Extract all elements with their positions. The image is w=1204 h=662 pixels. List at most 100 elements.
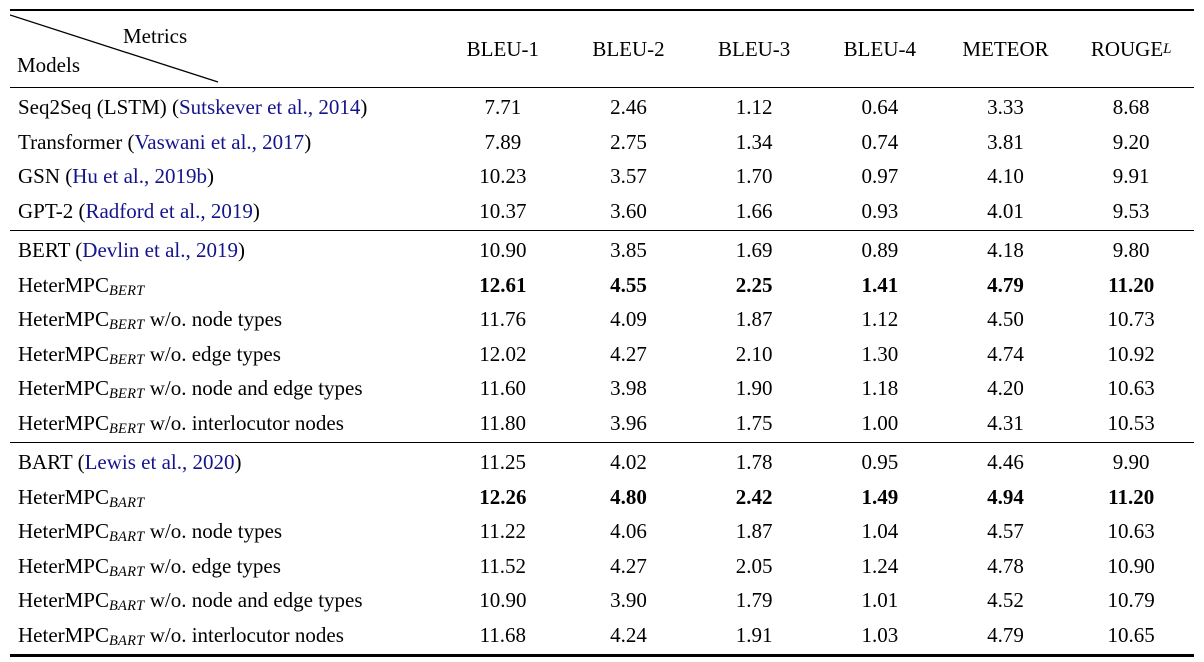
- model-subscript: BERT: [109, 386, 145, 402]
- model-name-text: HeterMPC: [18, 588, 109, 612]
- model-label: HeterMPCBERT: [10, 268, 440, 303]
- metric-value: 10.90: [479, 238, 527, 262]
- metric-value: 0.93: [861, 198, 899, 223]
- metric-value: 11.76: [479, 307, 527, 331]
- metric-value: 10.73: [1107, 307, 1155, 331]
- model-group-2: BERT (Devlin et al., 2019) 10.90 3.85 1.69 0…: [10, 230, 1194, 442]
- metric-value: 0.95: [861, 450, 899, 474]
- metric-value: 12.02: [479, 341, 527, 366]
- model-name-text: w/o. node types: [144, 519, 283, 543]
- model-name-text: HeterMPC: [18, 622, 109, 647]
- table-row: HeterMPCBERT w/o. edge types 12.02 4.27 2.1…: [10, 337, 1194, 372]
- metric-value: 1.87: [735, 307, 773, 331]
- citation-link[interactable]: Devlin et al., 2019: [82, 238, 238, 262]
- table-row: Transformer (Vaswani et al., 2017) 7.89 2.…: [10, 125, 1194, 160]
- citation-link[interactable]: Sutskever et al., 2014: [179, 95, 361, 119]
- citation-link[interactable]: Lewis et al., 2020: [84, 450, 235, 474]
- model-name-text: ): [304, 129, 312, 154]
- metric-value: 11.20: [1108, 272, 1155, 297]
- table-row: HeterMPCBART 12.26 4.80 2.42 1.49 4.94 11.20: [10, 480, 1194, 515]
- citation-link[interactable]: Radford et al., 2019: [85, 198, 253, 223]
- model-name-text: HeterMPC: [18, 341, 109, 366]
- metric-value: 8.68: [1112, 95, 1150, 119]
- metric-value: 4.06: [610, 519, 647, 543]
- model-subscript: BART: [109, 563, 145, 580]
- model-label: HeterMPCBART w/o. edge types: [10, 549, 440, 584]
- metric-value: 11.68: [479, 622, 527, 647]
- model-subscript: BART: [109, 632, 145, 649]
- model-label: HeterMPCBART w/o. interlocutor nodes: [10, 618, 440, 653]
- metric-value: 0.74: [861, 129, 899, 154]
- table-row: HeterMPCBART w/o. node and edge types 10.…: [10, 583, 1194, 618]
- model-name-text: w/o. edge types: [144, 341, 281, 366]
- table-row: HeterMPCBART w/o. interlocutor nodes 11.6…: [10, 618, 1194, 653]
- metric-value: 9.91: [1112, 164, 1150, 188]
- metric-value: 4.94: [987, 484, 1024, 509]
- model-name-text: HeterMPC: [18, 272, 109, 297]
- model-subscript: BART: [109, 494, 145, 511]
- metric-value: 1.78: [735, 450, 773, 474]
- model-subscript: BERT: [109, 351, 145, 368]
- metric-value: 1.24: [861, 553, 899, 578]
- citation-link[interactable]: Hu et al., 2019b: [72, 164, 207, 188]
- model-name-text: HeterMPC: [18, 484, 109, 509]
- metric-value: 4.50: [987, 307, 1024, 331]
- metric-value: 2.05: [735, 553, 773, 578]
- diagonal-divider-line: [10, 14, 219, 83]
- model-name-text: Seq2Seq (LSTM) (: [18, 95, 179, 119]
- results-table: Metrics Models BLEU-1 BLEU-2 BLEU-3 BLEU-4 M…: [10, 9, 1194, 657]
- model-name-text: ): [234, 450, 242, 474]
- metric-value: 4.79: [987, 272, 1024, 297]
- column-header-bleu-4: BLEU-4: [817, 11, 943, 87]
- metric-value: 4.52: [987, 588, 1024, 612]
- table-row: HeterMPCBART w/o. node types 11.22 4.06 1.8…: [10, 514, 1194, 549]
- model-name-text: HeterMPC: [18, 519, 109, 543]
- metric-value: 1.91: [735, 622, 773, 647]
- metric-value: 9.80: [1112, 238, 1150, 262]
- model-name-text: HeterMPC: [18, 410, 109, 435]
- metric-value: 0.89: [861, 238, 899, 262]
- metric-value: 12.61: [479, 272, 527, 297]
- metric-value: 4.27: [610, 553, 647, 578]
- column-header-label: BLEU-4: [843, 36, 916, 61]
- metric-value: 3.33: [987, 95, 1024, 119]
- metric-value: 3.57: [610, 164, 647, 188]
- model-name-text: ): [360, 95, 368, 119]
- metric-value: 1.34: [735, 129, 773, 154]
- column-header-bleu-3: BLEU-3: [691, 11, 817, 87]
- model-label: HeterMPCBART w/o. node types: [10, 514, 440, 549]
- metric-value: 9.53: [1112, 198, 1150, 223]
- metric-value: 1.00: [861, 410, 899, 435]
- model-name-text: ): [238, 238, 245, 262]
- metric-value: 1.66: [735, 198, 773, 223]
- model-label: HeterMPCBART w/o. node and edge types: [10, 583, 440, 618]
- model-subscript: BERT: [109, 282, 145, 299]
- metric-value: 4.57: [987, 519, 1024, 543]
- table-row: GPT-2 (Radford et al., 2019) 10.37 3.60 1.6…: [10, 194, 1194, 229]
- metric-value: 4.79: [987, 622, 1024, 647]
- citation-link[interactable]: Vaswani et al., 2017: [134, 129, 305, 154]
- metric-value: 4.01: [987, 198, 1024, 223]
- model-label: HeterMPCBERT w/o. node and edge types: [10, 371, 440, 406]
- metric-value: 1.03: [861, 622, 899, 647]
- model-group-3: BART (Lewis et al., 2020) 11.25 4.02 1.78 0.…: [10, 442, 1194, 654]
- metric-value: 11.80: [479, 410, 527, 435]
- table-row: HeterMPCBERT 12.61 4.55 2.25 1.41 4.79 11.20: [10, 268, 1194, 303]
- table-row: HeterMPCBERT w/o. interlocutor nodes 11.8…: [10, 406, 1194, 441]
- column-header-bleu-1: BLEU-1: [440, 11, 566, 87]
- metric-value: 1.12: [861, 307, 899, 331]
- metric-value: 4.09: [610, 307, 647, 331]
- metric-value: 3.85: [610, 238, 647, 262]
- metric-value: 1.70: [735, 164, 773, 188]
- model-name-text: w/o. node and edge types: [144, 588, 363, 612]
- metric-value: 4.78: [987, 553, 1024, 578]
- corner-models-label: Models: [17, 53, 80, 77]
- metric-value: 10.79: [1107, 588, 1155, 612]
- metric-value: 0.97: [861, 164, 899, 188]
- table-row: HeterMPCBART w/o. edge types 11.52 4.27 2.0…: [10, 549, 1194, 584]
- metric-value: 10.37: [479, 198, 527, 223]
- model-name-text: ): [207, 164, 214, 188]
- model-label: GPT-2 (Radford et al., 2019): [10, 194, 440, 229]
- model-label: HeterMPCBART: [10, 480, 440, 515]
- metric-value: 10.23: [479, 164, 527, 188]
